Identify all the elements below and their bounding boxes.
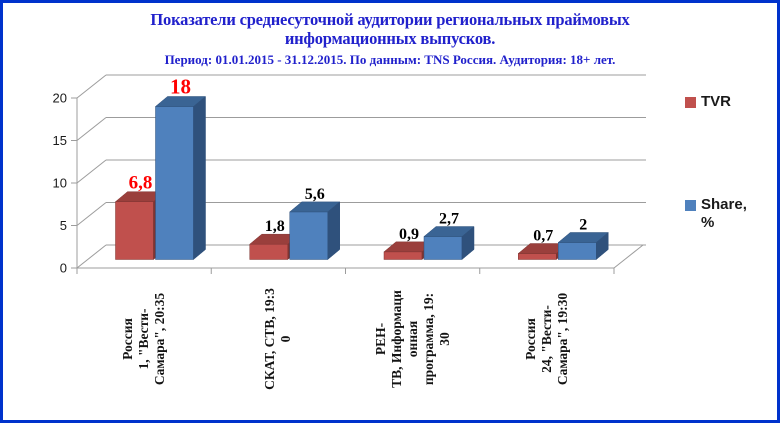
legend-item-tvr: TVR [685, 93, 731, 111]
legend-label-tvr: TVR [701, 93, 731, 110]
data-label: 0,7 [533, 228, 553, 245]
chart-title-line1: Показатели среднесуточной аудитории реги… [150, 10, 630, 29]
legend-label-share: Share, % [701, 196, 747, 231]
data-label: 6,8 [129, 173, 153, 194]
legend-item-share: Share, % [685, 196, 747, 232]
bar-TVR-0 [115, 201, 154, 260]
y-tick-label: 10 [53, 176, 67, 191]
data-label: 2 [579, 216, 587, 233]
y-tick-label: 0 [60, 261, 67, 276]
share-swatch-icon [685, 200, 696, 211]
category-label-text: СКАТ, СТВ, 19:3 0 [262, 288, 294, 390]
data-label: 1,8 [265, 218, 285, 235]
data-label: 5,6 [305, 186, 325, 203]
y-tick-label: 15 [53, 133, 67, 148]
data-label: 18 [170, 74, 191, 98]
category-label-text: Россия 1, "Вести- Самара", 20:35 [120, 292, 168, 386]
data-label: 2,7 [439, 211, 459, 228]
tvr-swatch-icon [685, 97, 696, 108]
y-tick-label: 5 [60, 218, 67, 233]
chart-subtitle: Период: 01.01.2015 - 31.12.2015. По данн… [164, 52, 616, 67]
data-label: 0,9 [399, 226, 419, 243]
category-label: Россия 24, "Вести- Самара", 19:30 [461, 253, 633, 420]
bar-Share-0 [155, 106, 194, 260]
plot-area: 0 5 10 15 20 6,8 18 1,8 5,6 0,9 2,7 0,7 2 [53, 74, 646, 276]
category-label-text: Россия 24, "Вести- Самара", 19:30 [522, 292, 570, 386]
chart-title-line2: информационных выпусков. [284, 29, 496, 48]
category-label-text: РЕН- ТВ, Информаци онная программа, 19: … [372, 290, 452, 388]
bar-Share-1 [289, 211, 328, 260]
y-tick-label: 20 [53, 91, 67, 106]
